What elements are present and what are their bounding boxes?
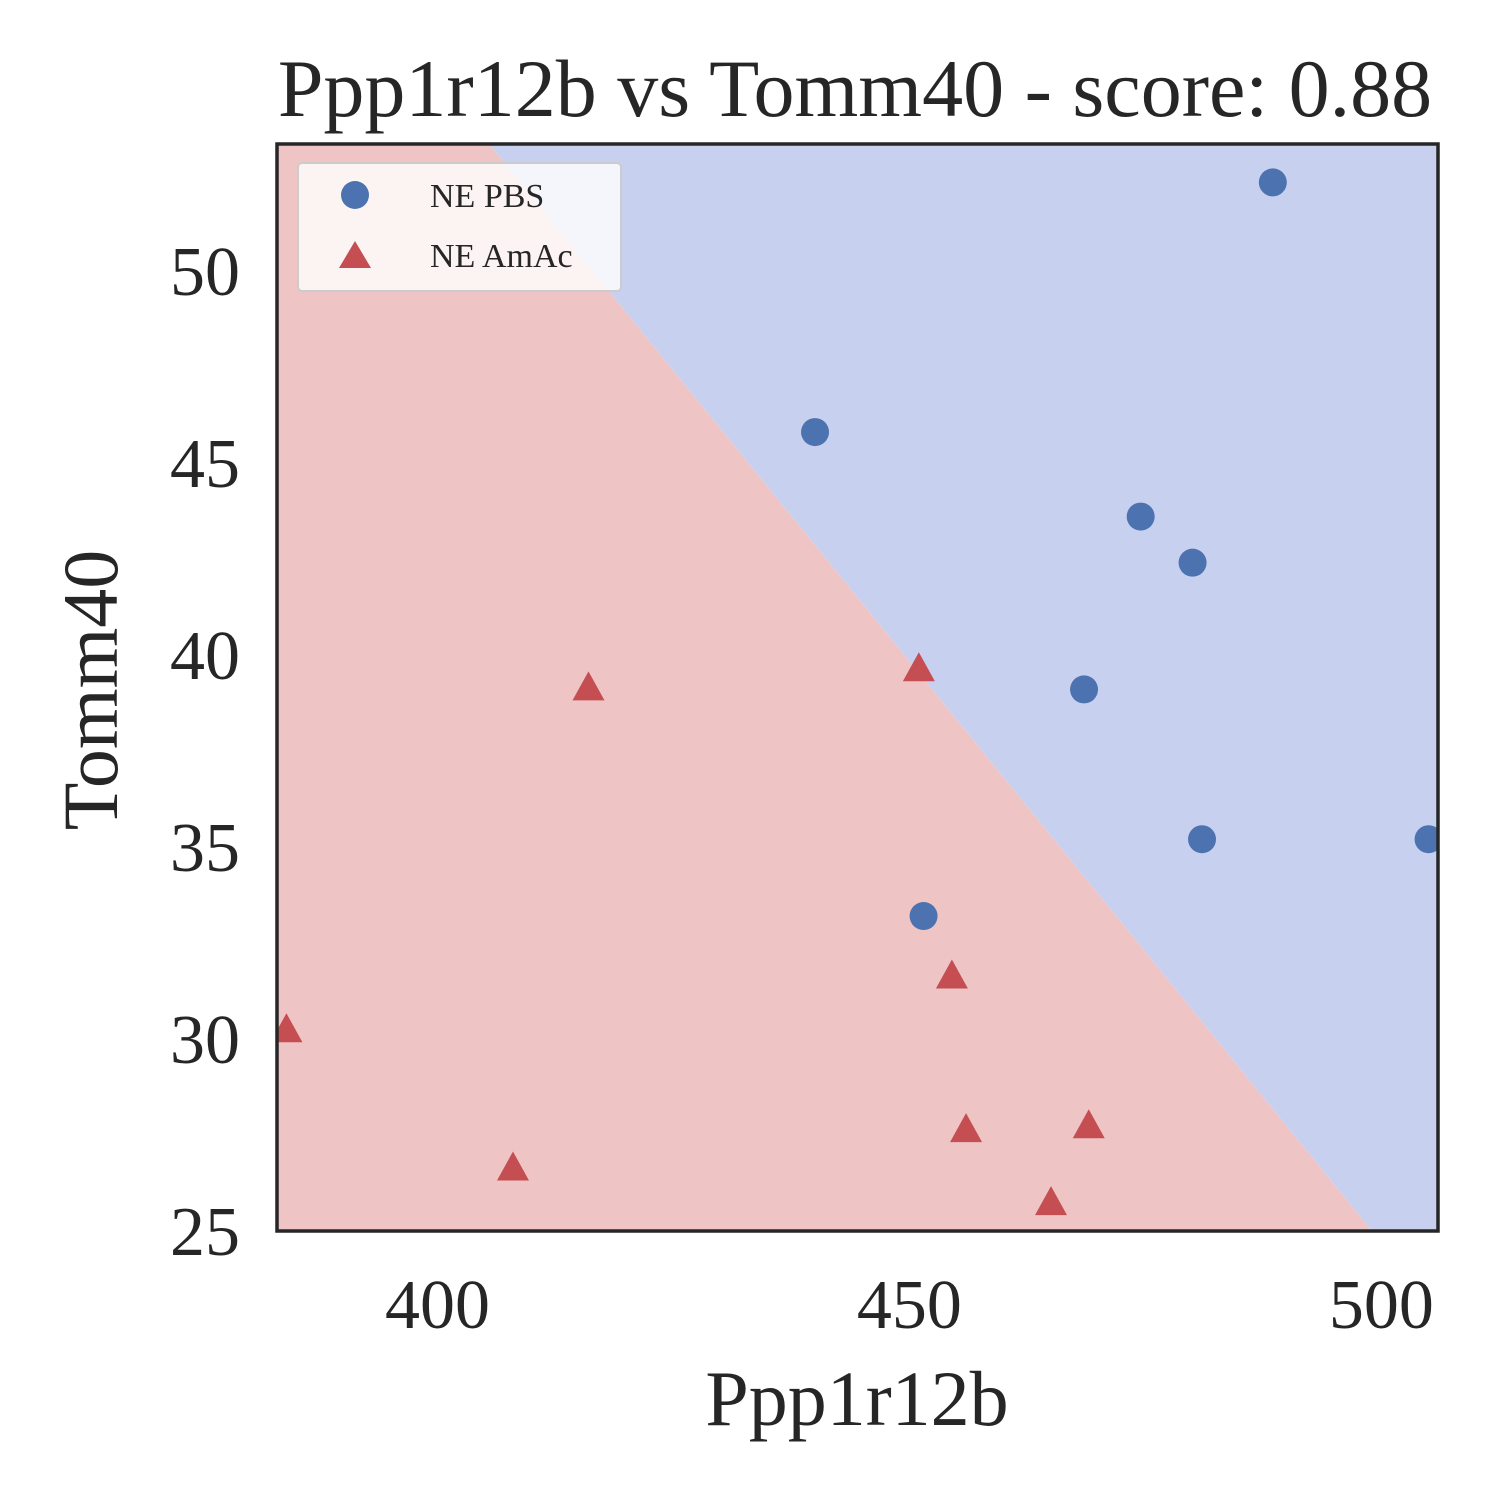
point-ne-amac-3 [277, 1013, 303, 1043]
point-ne-pbs-4 [1070, 675, 1099, 704]
legend-marker-ne-amac [339, 241, 371, 268]
chart-title: Ppp1r12b vs Tomm40 - score: 0.88 [278, 43, 1432, 134]
decision-region-pbs [489, 144, 1438, 1231]
y-tick-label: 25 [170, 1194, 240, 1271]
plot-frame [275, 142, 1440, 1233]
legend-marker-ne-pbs [341, 181, 369, 209]
legend-box [297, 162, 622, 292]
decision-region-amac [277, 144, 1372, 1231]
legend-label-ne-amac: NE AmAc [430, 238, 573, 275]
y-tick-label: 45 [170, 426, 240, 503]
point-ne-pbs-5 [909, 902, 938, 931]
point-ne-pbs-6 [1188, 825, 1217, 854]
point-ne-pbs-2 [1126, 502, 1155, 531]
point-ne-amac-7 [1035, 1186, 1067, 1216]
point-ne-pbs-7 [1414, 825, 1438, 854]
y-tick-label: 30 [170, 1002, 240, 1079]
legend: NE PBS NE AmAc [297, 162, 622, 292]
point-ne-amac-6 [496, 1151, 529, 1181]
legend-label-ne-pbs: NE PBS [430, 178, 544, 215]
point-ne-amac-5 [1072, 1109, 1105, 1139]
point-ne-amac-4 [950, 1113, 983, 1143]
point-ne-pbs-3 [1178, 548, 1207, 577]
point-ne-pbs-0 [1258, 168, 1287, 197]
point-ne-amac-2 [935, 959, 968, 989]
y-axis-label: Tomm40 [47, 550, 134, 831]
x-tick-label: 450 [857, 1267, 962, 1344]
y-tick-label: 50 [170, 234, 240, 311]
x-tick-label: 500 [1329, 1267, 1434, 1344]
x-axis-label: Ppp1r12b [705, 1355, 1008, 1442]
x-tick-label: 400 [385, 1267, 490, 1344]
y-tick-label: 40 [170, 618, 240, 695]
y-tick-label: 35 [170, 810, 240, 887]
point-ne-pbs-1 [801, 418, 830, 447]
point-ne-amac-0 [572, 671, 605, 701]
point-ne-amac-1 [902, 652, 935, 682]
